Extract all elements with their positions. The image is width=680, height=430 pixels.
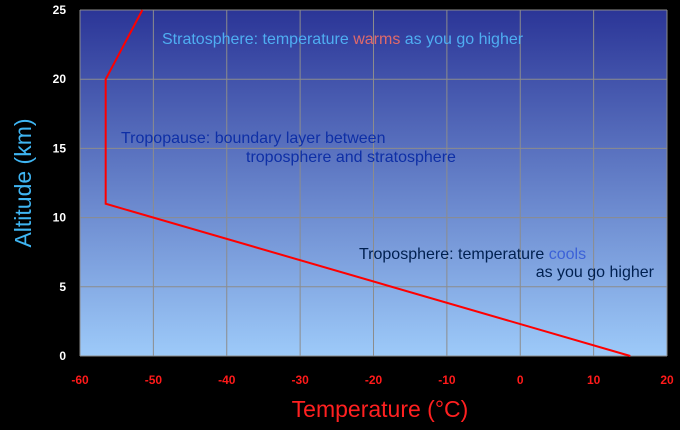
stratosphere-annotation-text: Stratosphere: temperature bbox=[162, 31, 353, 48]
y-tick-label: 25 bbox=[53, 3, 67, 17]
x-tick-label: -30 bbox=[291, 373, 309, 387]
cools-highlight: cools bbox=[549, 246, 586, 263]
warms-highlight: warms bbox=[352, 31, 400, 48]
y-tick-label: 20 bbox=[53, 72, 67, 86]
stratosphere-annotation-tail: as you go higher bbox=[400, 31, 523, 48]
temperature-profile-line bbox=[104, 9, 631, 357]
troposphere-annotation-line1: Troposphere: temperature cools bbox=[359, 246, 586, 263]
x-tick-label: -20 bbox=[365, 373, 383, 387]
x-ticks: -60 -50 -40 -30 -20 -10 0 10 20 bbox=[71, 373, 674, 387]
grid bbox=[79, 9, 668, 357]
x-axis-label: Temperature (°C) bbox=[292, 396, 469, 422]
x-tick-label: -50 bbox=[145, 373, 163, 387]
stratosphere-annotation: Stratosphere: temperature warms as you g… bbox=[162, 31, 524, 48]
x-tick-label: 10 bbox=[587, 373, 601, 387]
x-tick-label: 20 bbox=[660, 373, 674, 387]
y-tick-label: 5 bbox=[59, 280, 66, 294]
y-axis-label: Altitude (km) bbox=[10, 118, 36, 247]
x-tick-label: -40 bbox=[218, 373, 236, 387]
x-tick-label: 0 bbox=[517, 373, 524, 387]
y-ticks: 0 5 10 15 20 25 bbox=[53, 3, 67, 363]
x-tick-label: -60 bbox=[71, 373, 89, 387]
troposphere-annotation-line2: as you go higher bbox=[536, 264, 655, 281]
y-tick-label: 15 bbox=[53, 141, 67, 155]
tropopause-annotation-line1: Tropopause: boundary layer between bbox=[121, 130, 385, 147]
troposphere-annotation-text: Troposphere: temperature bbox=[359, 246, 549, 263]
y-tick-label: 10 bbox=[53, 211, 67, 225]
tropopause-annotation-line2: troposphere and stratosphere bbox=[246, 149, 456, 166]
y-tick-label: 0 bbox=[59, 349, 66, 363]
data-lines bbox=[104, 9, 631, 357]
x-tick-label: -10 bbox=[438, 373, 456, 387]
